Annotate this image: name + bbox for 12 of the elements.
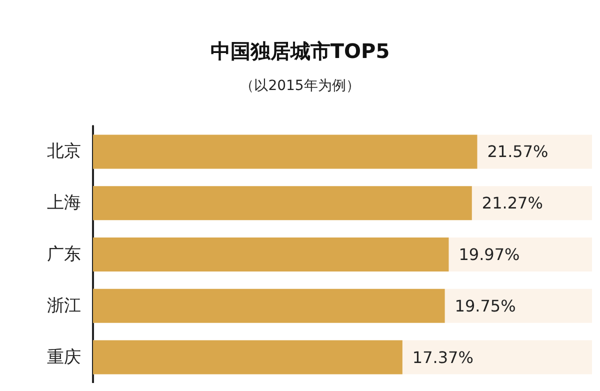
data-label: 19.97%: [458, 245, 520, 264]
chart-title: 中国独居城市TOP5: [210, 39, 390, 63]
data-label: 21.27%: [482, 194, 543, 213]
y-tick-label: 浙江: [47, 296, 81, 316]
data-label: 19.75%: [454, 296, 516, 316]
y-tick-label: 重庆: [47, 347, 81, 368]
chart-subtitle: （以2015年为例）: [240, 78, 360, 94]
y-tick-label: 上海: [47, 193, 81, 214]
y-tick-label: 广东: [47, 244, 81, 264]
data-label: 21.57%: [487, 142, 548, 162]
data-label: 17.37%: [412, 348, 474, 367]
y-tick-label: 北京: [47, 142, 81, 162]
